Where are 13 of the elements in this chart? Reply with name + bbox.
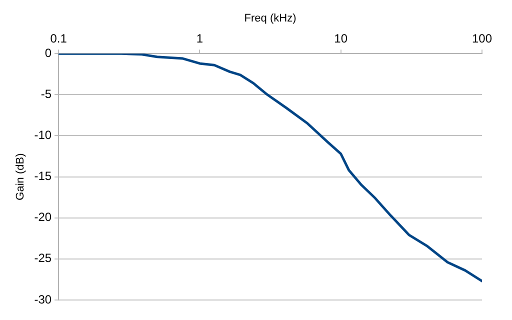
x-tick-label: 100 <box>472 32 492 46</box>
y-tick-label: 0 <box>44 46 52 60</box>
y-axis-title: Gain (dB) <box>14 153 27 200</box>
x-axis-title: Freq (kHz) <box>244 12 296 25</box>
y-tick-label: -20 <box>34 210 52 224</box>
y-tick-label: -30 <box>34 292 52 306</box>
x-tick-label: 10 <box>334 32 348 46</box>
y-tick-label: -10 <box>34 128 52 142</box>
y-tick-label: -25 <box>34 251 52 266</box>
y-tick-label: -15 <box>34 169 52 184</box>
y-tick-label: -5 <box>40 86 52 101</box>
x-tick-label: 0.1 <box>50 32 68 46</box>
x-tick-label: 1 <box>196 32 204 46</box>
